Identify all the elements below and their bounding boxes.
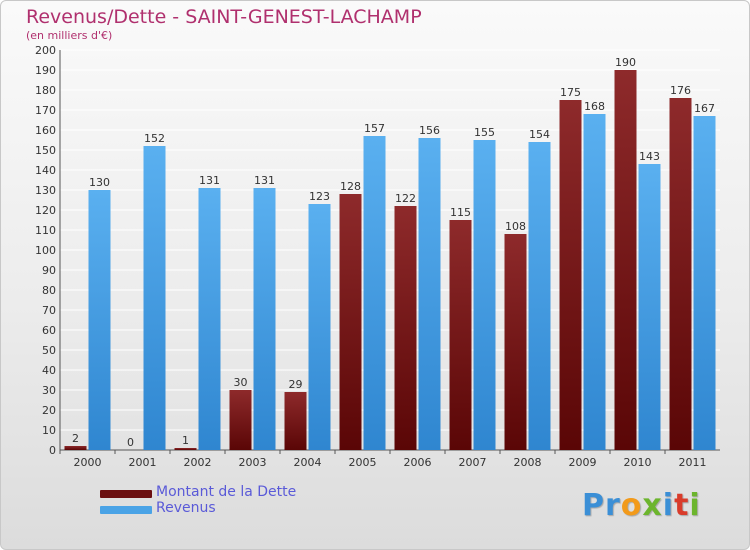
x-tick-label: 2002 — [184, 456, 212, 469]
data-label-revenus: 157 — [364, 122, 385, 135]
data-label-dette: 128 — [340, 180, 361, 193]
data-label-revenus: 152 — [144, 132, 165, 145]
y-tick-label: 0 — [49, 444, 56, 457]
x-tick-label: 2006 — [404, 456, 432, 469]
y-tick-label: 140 — [35, 164, 56, 177]
bar-revenus — [143, 146, 166, 450]
data-label-dette: 2 — [72, 432, 79, 445]
y-tick-label: 90 — [42, 264, 56, 277]
chart-subtitle: (en milliers d'€) — [26, 29, 113, 42]
data-label-revenus: 123 — [309, 190, 330, 203]
bar-revenus — [693, 116, 716, 450]
data-label-dette: 30 — [234, 376, 248, 389]
y-tick-label: 30 — [42, 384, 56, 397]
y-tick-label: 150 — [35, 144, 56, 157]
bar-dette — [64, 446, 87, 450]
logo-letter: i — [689, 488, 701, 523]
x-tick-label: 2000 — [74, 456, 102, 469]
data-label-dette: 190 — [615, 56, 636, 69]
logo-letter: P — [582, 488, 605, 523]
logo-letter: x — [642, 488, 663, 523]
data-label-revenus: 168 — [584, 100, 605, 113]
x-tick-label: 2010 — [624, 456, 652, 469]
bar-dette — [394, 206, 417, 450]
legend-label-dette: Montant de la Dette — [156, 484, 297, 500]
logo-letter: i — [662, 488, 675, 523]
bars — [64, 70, 716, 450]
chart-title: Revenus/Dette - SAINT-GENEST-LACHAMP — [26, 6, 422, 28]
legend-label-revenus: Revenus — [156, 500, 216, 516]
x-tick-label: 2001 — [129, 456, 157, 469]
y-tick-label: 180 — [35, 84, 56, 97]
bar-revenus — [473, 140, 496, 450]
data-label-dette: 1 — [182, 434, 189, 447]
y-tick-label: 80 — [42, 284, 56, 297]
bar-revenus — [88, 190, 111, 450]
data-label-dette: 122 — [395, 192, 416, 205]
y-tick-label: 190 — [35, 64, 56, 77]
x-tick-label: 2003 — [239, 456, 267, 469]
x-tick-label: 2009 — [569, 456, 597, 469]
bar-dette — [559, 100, 582, 450]
data-label-dette: 115 — [450, 206, 471, 219]
data-label-dette: 0 — [127, 436, 134, 449]
data-label-revenus: 155 — [474, 126, 495, 139]
data-label-revenus: 131 — [254, 174, 275, 187]
bar-dette — [284, 392, 307, 450]
bar-revenus — [253, 188, 276, 450]
y-tick-label: 130 — [35, 184, 56, 197]
logo-letter: r — [605, 488, 621, 523]
y-tick-label: 200 — [35, 44, 56, 57]
bar-dette — [174, 448, 197, 450]
data-label-revenus: 156 — [419, 124, 440, 137]
bar-dette — [614, 70, 637, 450]
bar-revenus — [583, 114, 606, 450]
bar-dette — [229, 390, 252, 450]
grid-lines — [60, 49, 720, 451]
bar-revenus — [638, 164, 661, 450]
data-label-dette: 108 — [505, 220, 526, 233]
data-label-dette: 176 — [670, 84, 691, 97]
bar-dette — [339, 194, 362, 450]
y-tick-label: 110 — [35, 224, 56, 237]
logo-letter: t — [674, 488, 690, 523]
y-tick-label: 120 — [35, 204, 56, 217]
data-label-revenus: 154 — [529, 128, 550, 141]
y-tick-label: 160 — [35, 124, 56, 137]
y-tick-label: 40 — [42, 364, 56, 377]
x-tick-label: 2011 — [679, 456, 707, 469]
y-tick-label: 60 — [42, 324, 56, 337]
bar-revenus — [363, 136, 386, 450]
bar-dette — [449, 220, 472, 450]
axes: 0102030405060708090100110120130140150160… — [35, 44, 720, 469]
y-tick-label: 50 — [42, 344, 56, 357]
data-labels: 2 130 0 152 1 131 30 131 29 123 128 157 122 156 115 155… — [72, 56, 715, 449]
data-label-dette: 29 — [289, 378, 303, 391]
y-tick-label: 10 — [42, 424, 56, 437]
bar-dette — [504, 234, 527, 450]
y-tick-label: 20 — [42, 404, 56, 417]
data-label-revenus: 143 — [639, 150, 660, 163]
data-label-revenus: 130 — [89, 176, 110, 189]
legend-swatch-revenus — [100, 506, 152, 514]
x-tick-label: 2008 — [514, 456, 542, 469]
proxiti-logo: Proxiti — [582, 488, 701, 523]
bar-revenus — [198, 188, 221, 450]
x-tick-label: 2007 — [459, 456, 487, 469]
data-label-revenus: 131 — [199, 174, 220, 187]
bar-revenus — [418, 138, 441, 450]
legend-swatch-dette — [100, 490, 152, 498]
y-tick-label: 70 — [42, 304, 56, 317]
y-tick-label: 100 — [35, 244, 56, 257]
x-tick-label: 2004 — [294, 456, 322, 469]
data-label-dette: 175 — [560, 86, 581, 99]
bar-revenus — [528, 142, 551, 450]
bar-revenus — [308, 204, 331, 450]
data-label-revenus: 167 — [694, 102, 715, 115]
y-tick-label: 170 — [35, 104, 56, 117]
logo-letter: o — [620, 488, 643, 523]
x-tick-label: 2005 — [349, 456, 377, 469]
bar-dette — [669, 98, 692, 450]
